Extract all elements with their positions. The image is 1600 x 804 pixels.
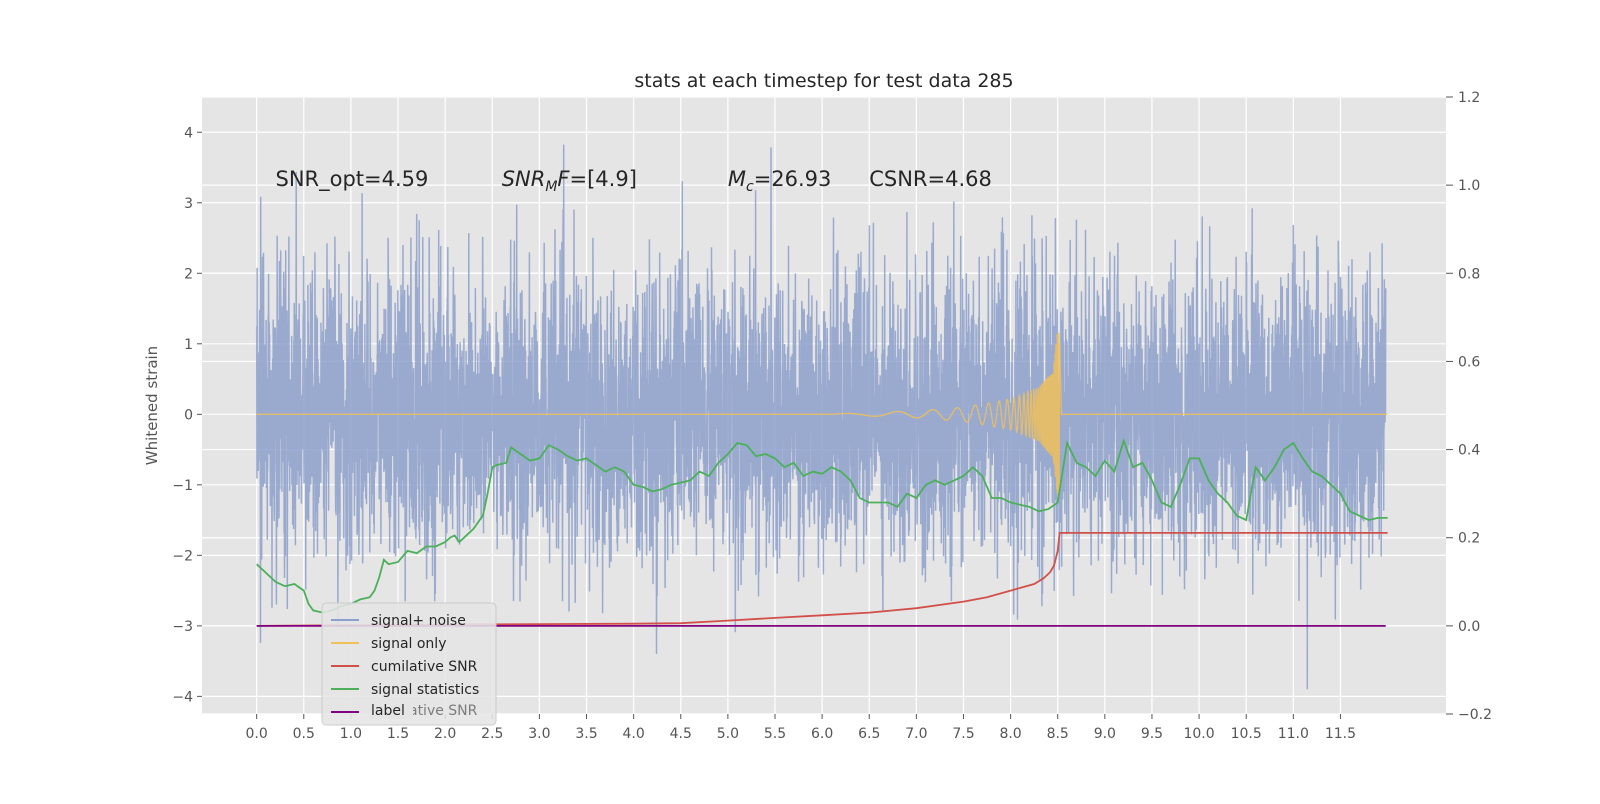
y-tick-label: 1 [184, 337, 193, 353]
series-cumilative-snr [256, 532, 1388, 627]
x-tick-label: 11.0 [1278, 726, 1309, 742]
legend-label: cumilative SNR [371, 659, 478, 675]
y-axis-label: Whitened strain [143, 346, 161, 465]
y-tick-label: 3 [184, 196, 193, 212]
x-tick-label: 6.0 [811, 726, 833, 742]
x-tick-label: 10.0 [1183, 726, 1214, 742]
annotation-part: M [545, 179, 557, 195]
y2-tick-label: 1.0 [1458, 178, 1480, 194]
y2-tick-label: 1.2 [1458, 90, 1480, 106]
legend-label: signal only [371, 636, 446, 652]
annotation-part: =[4.9] [570, 167, 637, 191]
annotation-part: SNR [502, 167, 546, 191]
x-tick-label: 10.5 [1231, 726, 1262, 742]
x-tick-label: 2.5 [481, 726, 503, 742]
y2-tick-label: 0.0 [1458, 619, 1480, 635]
x-tick-label: 3.5 [575, 726, 597, 742]
y2-tick-label: −0.2 [1458, 707, 1492, 723]
x-tick-label: 7.0 [905, 726, 927, 742]
series-signal-only [256, 332, 1388, 499]
y2-tick-label: 0.2 [1458, 531, 1480, 547]
annotation-part: F [557, 167, 570, 191]
legend-label: signal statistics [371, 682, 479, 698]
x-tick-label: 9.5 [1141, 726, 1163, 742]
x-tick-label: 5.5 [764, 726, 786, 742]
x-tick-label: 4.0 [622, 726, 644, 742]
x-tick-label: 4.5 [670, 726, 692, 742]
annotation-part: M [728, 167, 746, 191]
legend-box [321, 602, 497, 726]
y-tick-label: 0 [184, 407, 193, 423]
y-tick-label: 2 [184, 266, 193, 282]
series-signal-statistics [256, 437, 1388, 614]
annotation-text: Mc=26.93 [728, 167, 832, 195]
x-tick-label: 9.0 [1094, 726, 1116, 742]
annotation-text: SNRMF=[4.9] [502, 167, 637, 195]
y-tick-label: −2 [172, 548, 193, 564]
x-tick-label: 1.5 [387, 726, 409, 742]
y-tick-label: 4 [184, 125, 193, 141]
y2-tick-label: 0.6 [1458, 354, 1480, 370]
y2-tick-label: 0.4 [1458, 443, 1480, 459]
series-signal-noise [255, 144, 1387, 690]
x-tick-label: 11.5 [1325, 726, 1356, 742]
x-tick-label: 6.5 [858, 726, 880, 742]
x-tick-label: 2.0 [434, 726, 456, 742]
x-tick-label: 5.0 [717, 726, 739, 742]
legend-label: signal+ noise [371, 613, 466, 629]
annotation-part: =26.93 [754, 167, 832, 191]
legend-occluder [369, 701, 413, 719]
x-tick-label: 7.5 [952, 726, 974, 742]
annotation-part: c [746, 179, 754, 195]
x-tick-label: 8.5 [1047, 726, 1069, 742]
legend: signal+ noise signal only cumilative SNR si… [321, 602, 497, 726]
annotation-text: CSNR=4.68 [869, 167, 992, 191]
x-tick-label: 1.0 [340, 726, 362, 742]
y2-tick-label: 0.8 [1458, 266, 1480, 282]
y-tick-label: −1 [172, 478, 193, 494]
x-tick-label: 3.0 [528, 726, 550, 742]
annotation-text: SNR_opt=4.59 [276, 167, 429, 192]
x-tick-label: 8.0 [999, 726, 1021, 742]
y-tick-label: −3 [172, 619, 193, 635]
legend-label: label [371, 703, 405, 719]
x-tick-label: 0.5 [293, 726, 315, 742]
chart-title: stats at each timestep for test data 285 [634, 70, 1013, 92]
x-tick-label: 0.0 [246, 726, 268, 742]
y-tick-label: −4 [172, 689, 193, 705]
